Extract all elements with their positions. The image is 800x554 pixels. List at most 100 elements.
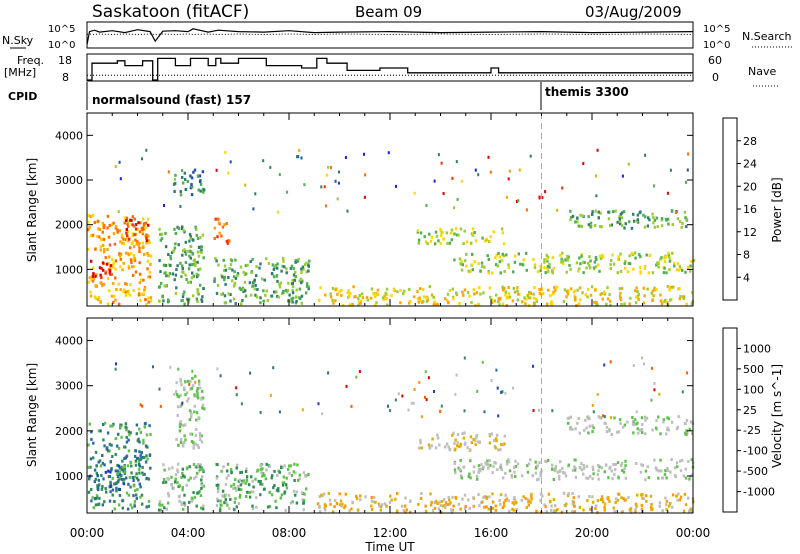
velocity-data-cell [119,423,122,427]
velocity-x-tick-labels: 00:00 04:00 08:00 12:00 16:00 20:00 00:00 [70,526,711,540]
velocity-data-cell [601,500,605,504]
power-data-cell [184,177,187,181]
velocity-data-cell [457,445,461,449]
velocity-data-cell [424,509,428,513]
velocity-data-cell [631,419,635,423]
velocity-data-cell [477,471,480,474]
velocity-data-cell [644,418,647,422]
power-data-cell [597,263,600,267]
velocity-data-cell [224,493,228,497]
velocity-data-cell [129,461,133,464]
velocity-data-cell [135,432,138,436]
velocity-data-cell [147,477,151,481]
velocity-data-cell [180,383,183,387]
power-data-cell [471,268,474,272]
power-data-cell [123,221,126,225]
x-tick-label: 00:00 [70,526,105,540]
power-data-cell [435,234,439,238]
power-data-cell [258,266,261,270]
power-data-cell [251,284,254,288]
velocity-data-cell [127,482,130,486]
power-data-cell [239,288,243,291]
velocity-data-cell [470,441,473,445]
power-data-cell [554,288,557,292]
power-data-cell [172,182,176,186]
velocity-data-cell [607,476,610,480]
power-data-cell [375,301,378,305]
power-data-cell [222,258,225,262]
velocity-data-cell [94,450,98,454]
power-data-cell [192,274,195,278]
velocity-data-cell [163,478,166,481]
power-data-cell [169,264,172,267]
power-data-cell [108,289,111,293]
velocity-data-cell [141,465,144,469]
velocity-data-cell [139,485,142,489]
velocity-data-cell [507,460,510,464]
velocity-data-cell [113,482,116,486]
velocity-data-cell [437,507,441,511]
velocity-data-cell [395,509,399,513]
power-data-cell [462,293,465,297]
power-data-cell [142,245,145,249]
velocity-data-cell [514,465,517,468]
power-data-cell [141,230,144,234]
velocity-data-cell [487,466,490,470]
velocity-data-cell [558,477,561,481]
velocity-data-cell [248,483,251,487]
velocity-data-cell [121,459,124,463]
power-data-cell [110,294,114,298]
velocity-data-cell [178,429,182,433]
velocity-data-cell [640,428,644,431]
power-data-cell [565,290,569,293]
power-data-cell [190,176,194,180]
velocity-data-cell [184,438,187,442]
power-data-cell [487,258,490,261]
velocity-data-cell [224,498,227,502]
velocity-data-cell [251,504,254,508]
velocity-data-cell [640,507,644,511]
power-data-cell [101,284,104,288]
velocity-data-cell [380,503,384,507]
power-data-cell [575,261,579,265]
power-data-cell [507,292,511,296]
velocity-data-cell [665,507,668,511]
power-data-cell [114,259,118,263]
power-data-cell [650,291,653,295]
power-data-cell [197,188,200,192]
power-data-cell [121,268,124,272]
velocity-data-cell [554,504,557,508]
power-data-cell [522,258,525,262]
velocity-data-cell [617,492,621,496]
power-data-cell [125,234,129,238]
velocity-data-cell [199,438,202,442]
velocity-data-cell [121,499,124,503]
velocity-data-cell [477,464,481,468]
power-data-cell [663,266,666,270]
power-data-cell [618,215,621,219]
nave-bottom-tick: 0 [712,71,719,84]
velocity-data-cell [137,478,140,482]
velocity-data-cell [233,508,236,512]
velocity-data-cell [170,483,173,487]
power-data-cell [505,195,508,199]
power-data-cell [463,259,467,263]
velocity-data-cell [431,509,435,513]
nsearch-bottom-tick: 10^0 [703,40,730,51]
power-data-cell [346,291,349,295]
velocity-data-cell [466,446,469,450]
velocity-data-cell [125,454,129,458]
power-data-cell [472,288,475,292]
power-data-cell [229,293,232,296]
power-data-cell [346,209,349,213]
velocity-data-cell [624,464,627,468]
power-data-cell [145,148,148,152]
velocity-data-cell [163,468,166,472]
power-data-cell [430,293,434,297]
power-data-cell [125,231,128,235]
velocity-data-cell [149,466,152,470]
power-data-cell [185,297,189,301]
velocity-data-cell [197,416,200,420]
power-data-cell [632,267,635,271]
power-data-cell [133,256,136,260]
